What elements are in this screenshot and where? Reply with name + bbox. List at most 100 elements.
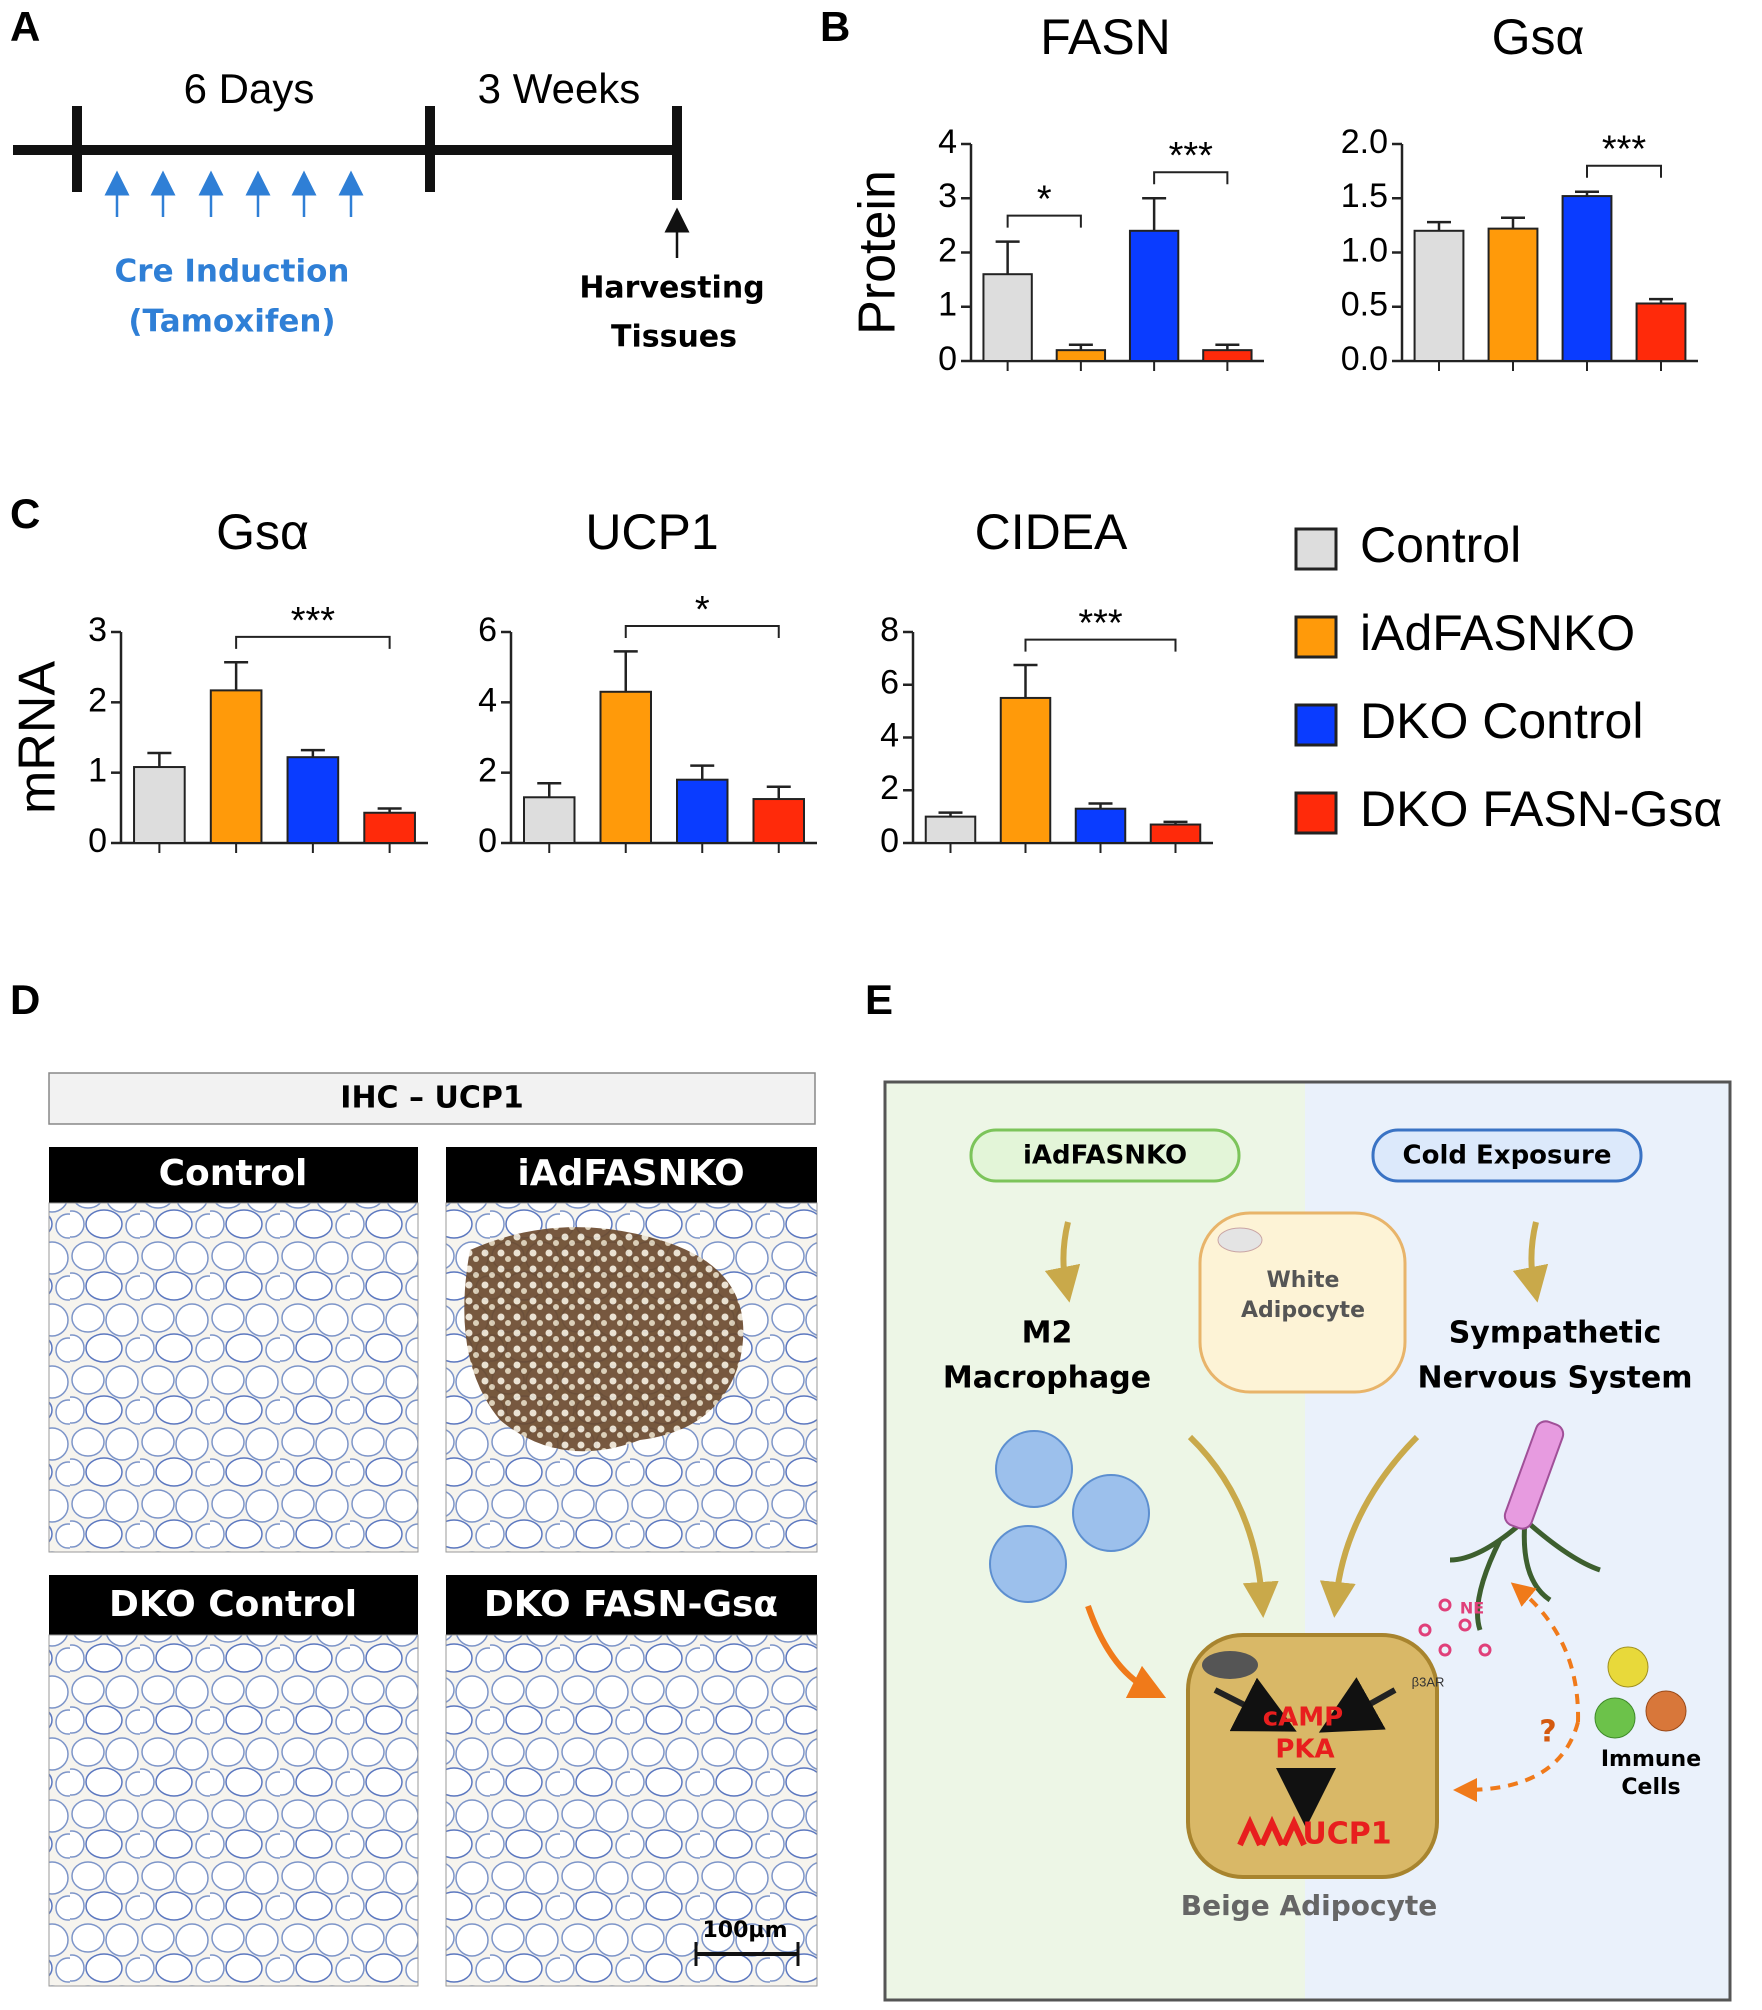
panel-label: E	[865, 976, 893, 1023]
ihc-title: DKO Control	[109, 1584, 357, 1625]
bar-chart: Gsα mRNA 0 1 2 3 ***	[9, 504, 428, 860]
bar	[1487, 227, 1539, 362]
y-tick-label: 2	[478, 752, 497, 790]
bar	[676, 778, 729, 845]
y-tick-label: 4	[478, 681, 497, 719]
y-tick-label: 0	[478, 822, 497, 860]
ihc-header: IHC – UCP1	[340, 1081, 523, 1116]
white-adipocyte: White	[1267, 1268, 1340, 1293]
chart-title: UCP1	[585, 504, 718, 560]
bar-chart: Gsα 0.0 0.5 1.0 1.5 2.0 ***	[1341, 9, 1698, 378]
scale-label: 100µm	[702, 1918, 787, 1943]
induction: (Tamoxifen)	[128, 304, 335, 340]
sns: Sympathetic	[1449, 1316, 1662, 1351]
chart-title: Gsα	[216, 504, 309, 560]
bar	[924, 815, 977, 844]
period: 3 Weeks	[478, 65, 641, 112]
diagram: iAdFASNKO Cold Exposure White Adipocyte …	[883, 1080, 1732, 2002]
ihc-title: iAdFASNKO	[517, 1153, 744, 1194]
legend: Control iAdFASNKO DKO Control DKO FASN-Gsα	[1294, 517, 1722, 837]
chart-title: Gsα	[1492, 9, 1585, 65]
significance-label: ***	[1078, 603, 1123, 645]
harvest: Tissues	[611, 320, 737, 355]
bar	[1413, 229, 1465, 362]
y-tick-label: 1.5	[1341, 177, 1388, 215]
legend-label: DKO FASN-Gsα	[1360, 781, 1722, 837]
bar	[1149, 823, 1202, 844]
y-tick-label: 3	[88, 611, 107, 649]
y-tick-label: 1.0	[1341, 231, 1388, 269]
legend-label: DKO Control	[1360, 693, 1643, 749]
y-tick-label: 0	[938, 340, 957, 378]
bar	[999, 696, 1052, 844]
period: 6 Days	[184, 65, 315, 112]
bar-chart: CIDEA 0 2 4 6 8 ***	[880, 504, 1213, 860]
bar	[1074, 807, 1127, 845]
beige: Beige Adipocyte	[1181, 1889, 1438, 1922]
white-adipocyte: Adipocyte	[1241, 1298, 1365, 1323]
significance-label: ***	[291, 600, 336, 642]
y-tick-label: 4	[880, 716, 899, 754]
y-tick-label: 0	[880, 822, 899, 860]
y-tick-label: 8	[880, 611, 899, 649]
receptor: β3AR	[1412, 1674, 1445, 1689]
y-tick-label: 2	[938, 231, 957, 269]
bar	[133, 766, 186, 844]
immune: Cells	[1621, 1775, 1680, 1800]
panel-label: D	[10, 976, 40, 1023]
chart-title: CIDEA	[975, 504, 1128, 560]
y-axis-label: Protein	[849, 170, 907, 335]
y-tick-label: 0.5	[1341, 286, 1388, 324]
bar	[1055, 349, 1107, 362]
bar	[599, 690, 652, 844]
legend-label: Control	[1360, 517, 1521, 573]
panel-labels: A B C D E	[10, 3, 893, 1023]
legend-label: iAdFASNKO	[1360, 605, 1635, 661]
significance-label: *	[695, 589, 710, 631]
signal: cAMP	[1263, 1703, 1343, 1733]
bar	[1635, 302, 1687, 362]
bar	[286, 756, 340, 845]
y-tick-label: 6	[880, 664, 899, 702]
y-tick-label: 1	[938, 286, 957, 324]
significance-label: ***	[1602, 129, 1647, 171]
legend-swatch	[1294, 527, 1338, 571]
chart-title: FASN	[1040, 9, 1171, 65]
immune: Immune	[1601, 1747, 1701, 1772]
ihc-title: Control	[159, 1153, 308, 1194]
y-tick-label: 2.0	[1341, 123, 1388, 161]
bar-chart: UCP1 0 2 4 6 *	[478, 504, 817, 860]
significance-label: ***	[1169, 135, 1214, 177]
ihc: IHC – UCP1 Control iAdFASNKO DKO Control…	[48, 1072, 818, 1987]
bar	[1561, 195, 1613, 362]
y-tick-label: 2	[880, 769, 899, 807]
bar	[209, 689, 263, 844]
y-tick-label: 3	[938, 177, 957, 215]
induction: Cre Induction	[115, 254, 350, 290]
panel-label: C	[10, 490, 40, 537]
ucp1: UCP1	[1302, 1817, 1391, 1852]
y-tick-label: 1	[88, 752, 107, 790]
m2: M2	[1022, 1316, 1073, 1351]
panel-label: B	[820, 3, 850, 50]
significance-bracket	[1024, 638, 1177, 652]
harvest: Harvesting	[579, 271, 764, 306]
panel-label: A	[10, 3, 40, 50]
bar	[752, 798, 805, 845]
y-tick-label: 0	[88, 822, 107, 860]
significance-label: *	[1037, 179, 1052, 221]
significance-bracket	[624, 625, 780, 639]
y-tick-label: 2	[88, 681, 107, 719]
y-axis-label: mRNA	[9, 661, 67, 814]
bar	[523, 796, 576, 844]
significance-bracket	[1006, 214, 1082, 228]
bar	[363, 811, 416, 844]
bar	[1202, 349, 1253, 362]
input: Cold Exposure	[1403, 1141, 1612, 1171]
significance-bracket	[235, 635, 391, 649]
input: iAdFASNKO	[1023, 1141, 1187, 1171]
legend-swatch	[1294, 615, 1338, 659]
y-tick-label: 0.0	[1341, 340, 1388, 378]
